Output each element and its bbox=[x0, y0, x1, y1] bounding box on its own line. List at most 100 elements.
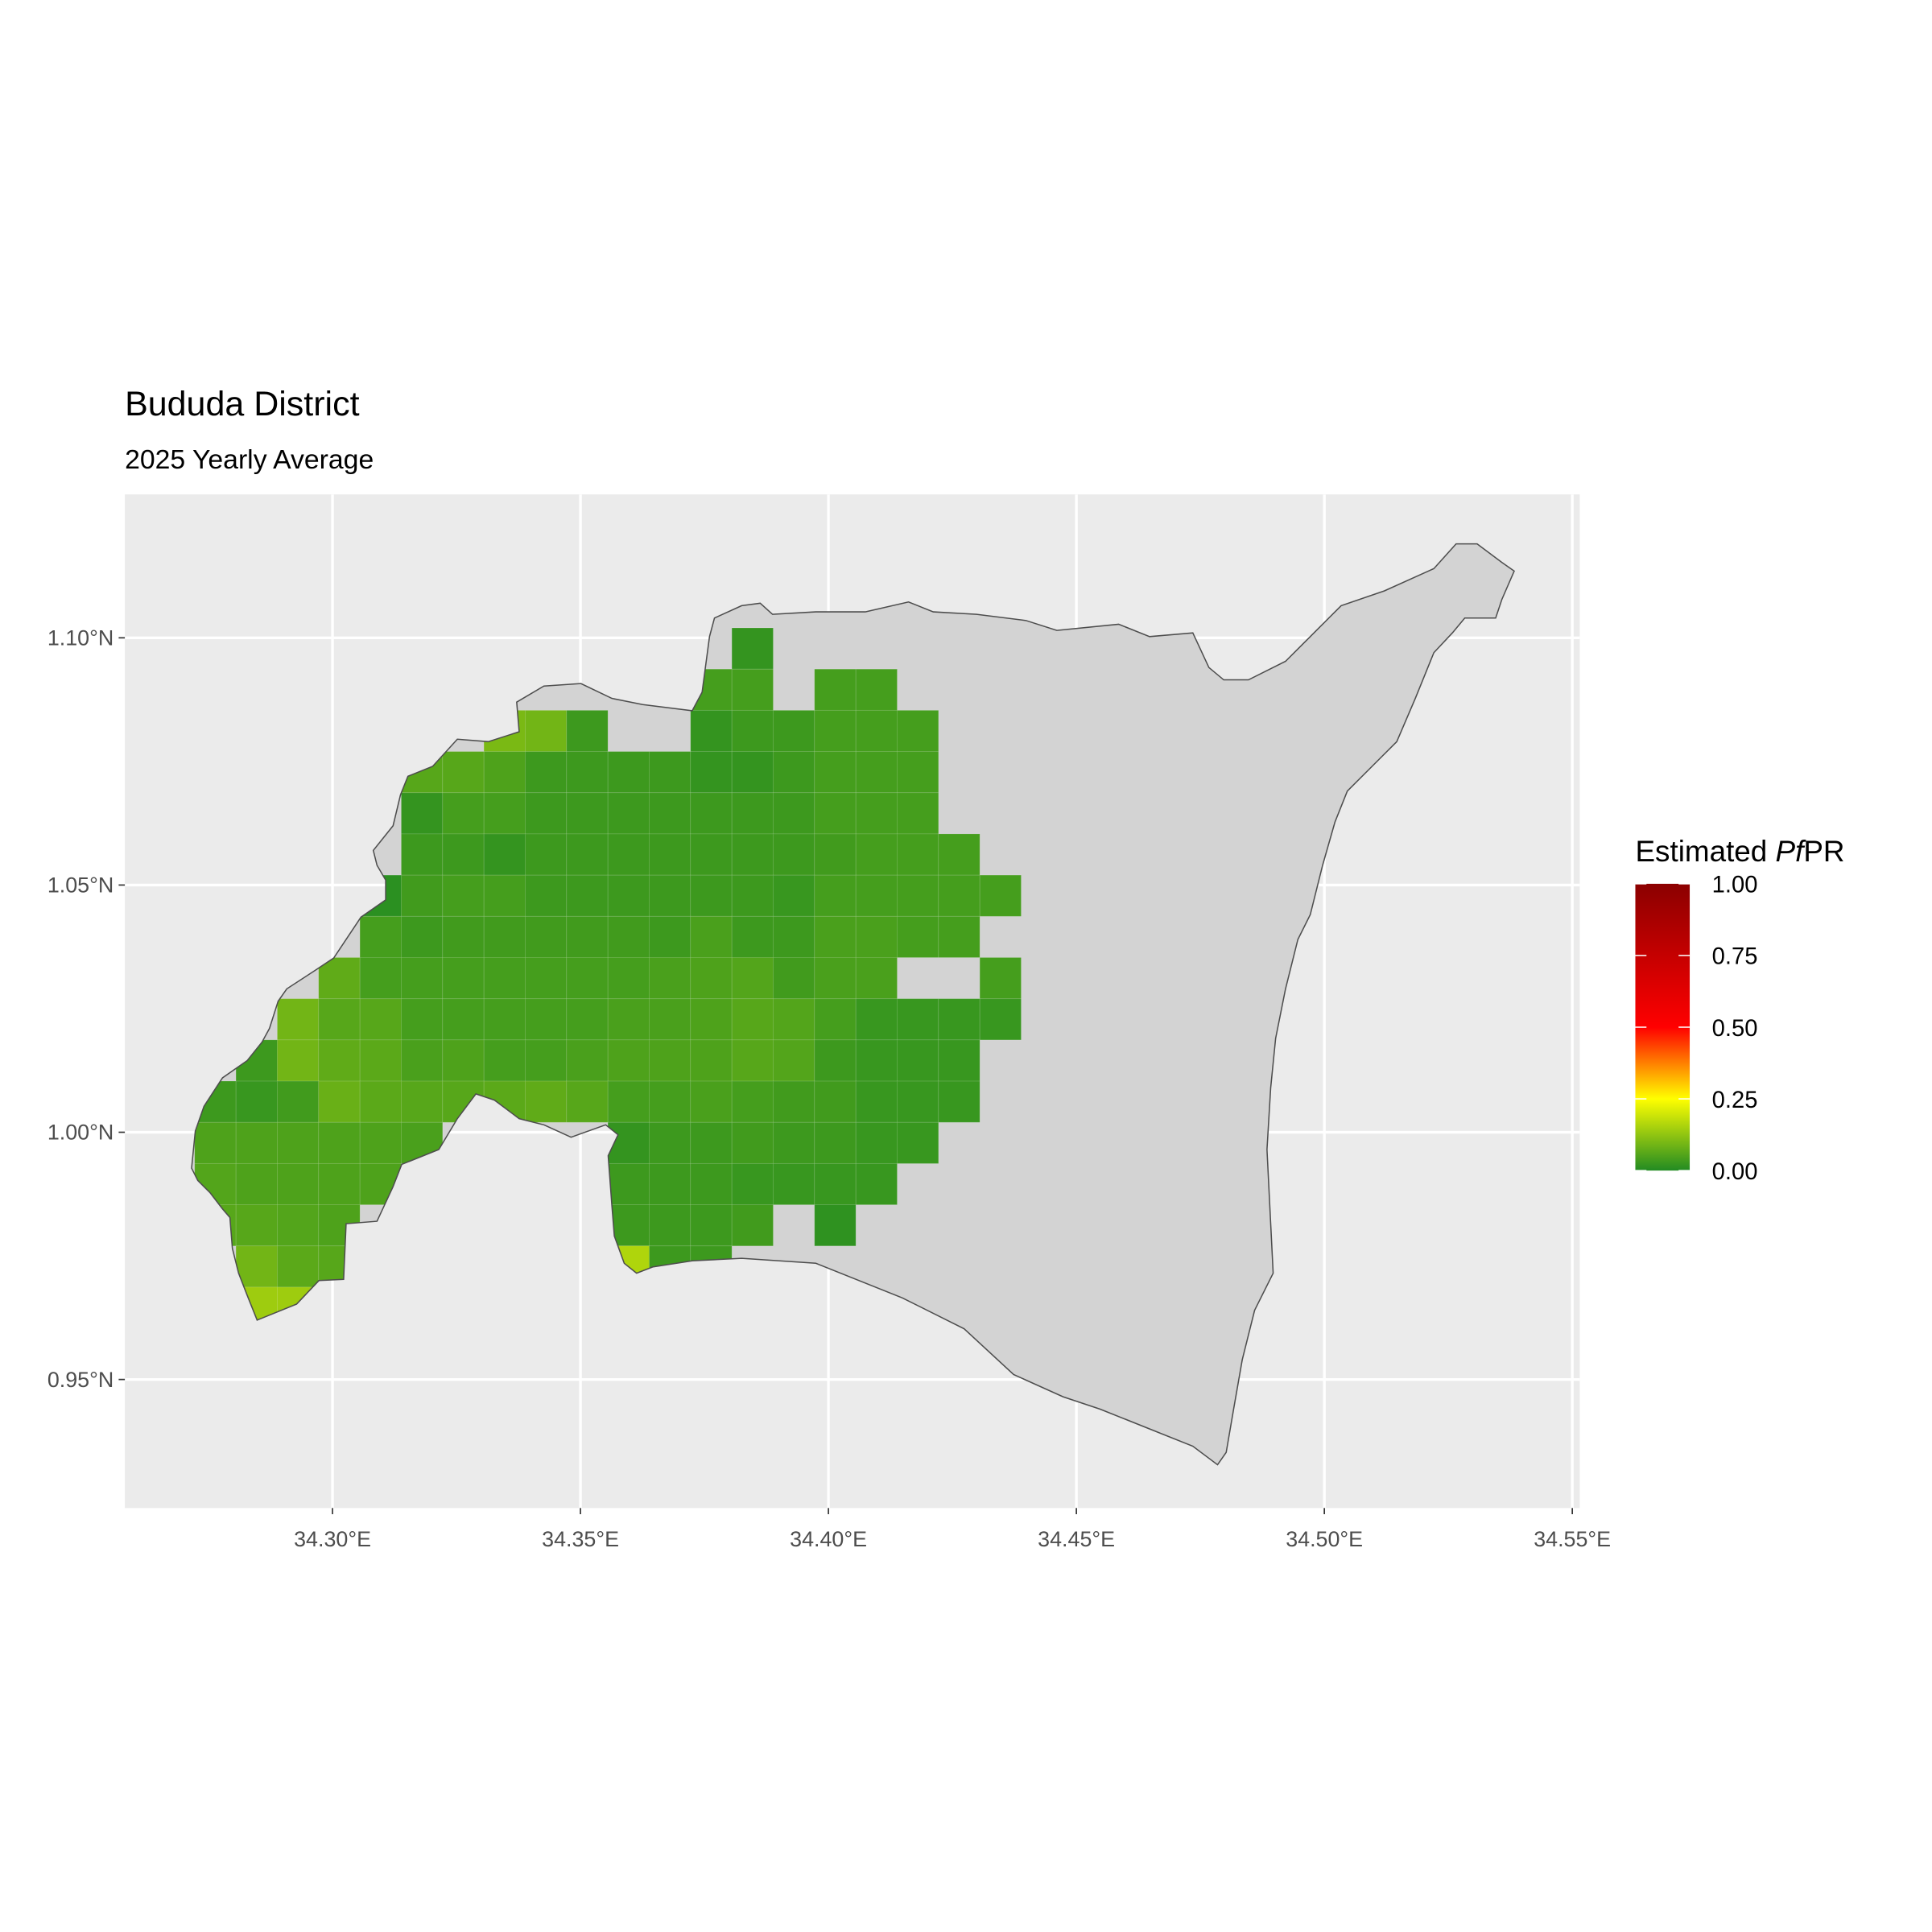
pfpr-cell bbox=[814, 915, 857, 958]
pfpr-cell bbox=[938, 1080, 980, 1123]
pfpr-cell bbox=[690, 1204, 733, 1247]
pfpr-cell bbox=[277, 1039, 320, 1082]
pfpr-cell bbox=[235, 1080, 278, 1123]
pfpr-cell bbox=[359, 915, 402, 958]
pfpr-cell bbox=[359, 957, 402, 1000]
pfpr-cell bbox=[897, 751, 939, 794]
pfpr-cell bbox=[277, 1121, 320, 1164]
pfpr-cell bbox=[731, 627, 774, 670]
legend-label: 0.75 bbox=[1712, 944, 1758, 970]
pfpr-grid-cells bbox=[194, 627, 1022, 1329]
pfpr-cell bbox=[731, 833, 774, 876]
pfpr-cell bbox=[731, 668, 774, 711]
pfpr-cell bbox=[607, 998, 650, 1041]
pfpr-cell bbox=[773, 792, 815, 835]
pfpr-cell bbox=[566, 833, 609, 876]
pfpr-cell bbox=[649, 1039, 691, 1082]
pfpr-cell bbox=[897, 1080, 939, 1123]
pfpr-cell bbox=[318, 998, 361, 1041]
pfpr-cell bbox=[483, 751, 526, 794]
pfpr-cell bbox=[649, 1121, 691, 1164]
x-tick-label: 34.50°E bbox=[1286, 1527, 1363, 1551]
pfpr-cell bbox=[607, 874, 650, 917]
pfpr-cell bbox=[318, 1039, 361, 1082]
pfpr-cell bbox=[814, 874, 857, 917]
pfpr-cell bbox=[938, 874, 980, 917]
pfpr-cell bbox=[814, 1039, 857, 1082]
pfpr-cell bbox=[566, 915, 609, 958]
pfpr-cell bbox=[401, 915, 444, 958]
pfpr-cell bbox=[649, 1080, 691, 1123]
pfpr-cell bbox=[566, 957, 609, 1000]
pfpr-cell bbox=[773, 998, 815, 1041]
pfpr-cell bbox=[318, 1162, 361, 1206]
y-tick-label: 0.95°N bbox=[47, 1368, 114, 1392]
pfpr-cell bbox=[235, 1121, 278, 1164]
pfpr-cell bbox=[318, 1121, 361, 1164]
pfpr-cell bbox=[979, 957, 1022, 1000]
pfpr-cell bbox=[731, 1204, 774, 1247]
pfpr-cell bbox=[483, 915, 526, 958]
y-tick-label: 1.05°N bbox=[47, 873, 114, 898]
pfpr-cell bbox=[525, 792, 568, 835]
pfpr-cell bbox=[442, 957, 485, 1000]
pfpr-cell bbox=[442, 833, 485, 876]
pfpr-cell bbox=[690, 874, 733, 917]
pfpr-cell bbox=[483, 1039, 526, 1082]
pfpr-cell bbox=[690, 1121, 733, 1164]
pfpr-cell bbox=[773, 833, 815, 876]
pfpr-cell bbox=[731, 874, 774, 917]
pfpr-cell bbox=[690, 751, 733, 794]
pfpr-cell bbox=[773, 915, 815, 958]
pfpr-cell bbox=[731, 792, 774, 835]
pfpr-cell bbox=[401, 792, 444, 835]
pfpr-cell bbox=[359, 1080, 402, 1123]
pfpr-cell bbox=[855, 957, 898, 1000]
pfpr-cell bbox=[649, 1162, 691, 1206]
legend-label: 1.00 bbox=[1712, 873, 1758, 898]
pfpr-cell bbox=[814, 833, 857, 876]
pfpr-cell bbox=[607, 1162, 650, 1206]
pfpr-cell bbox=[649, 998, 691, 1041]
pfpr-cell bbox=[979, 998, 1022, 1041]
pfpr-cell bbox=[731, 1121, 774, 1164]
pfpr-cell bbox=[855, 751, 898, 794]
y-axis: 0.95°N 1.00°N 1.05°N 1.10°N bbox=[47, 626, 126, 1392]
pfpr-cell bbox=[814, 668, 857, 711]
pfpr-cell bbox=[773, 709, 815, 753]
pfpr-cell bbox=[690, 792, 733, 835]
pfpr-cell bbox=[525, 998, 568, 1041]
pfpr-cell bbox=[525, 709, 568, 753]
pfpr-cell bbox=[525, 1039, 568, 1082]
pfpr-cell bbox=[359, 1121, 402, 1164]
pfpr-cell bbox=[607, 1080, 650, 1123]
pfpr-cell bbox=[566, 874, 609, 917]
pfpr-cell bbox=[773, 957, 815, 1000]
pfpr-cell bbox=[649, 833, 691, 876]
pfpr-cell bbox=[690, 1080, 733, 1123]
pfpr-cell bbox=[401, 1080, 444, 1123]
pfpr-cell bbox=[442, 792, 485, 835]
pfpr-cell bbox=[897, 998, 939, 1041]
legend-label: 0.00 bbox=[1712, 1159, 1758, 1185]
chart-title: Bududa District bbox=[125, 385, 360, 423]
pfpr-cell bbox=[277, 998, 320, 1041]
pfpr-cell bbox=[483, 874, 526, 917]
pfpr-cell bbox=[359, 998, 402, 1041]
pfpr-cell bbox=[525, 874, 568, 917]
pfpr-cell bbox=[483, 792, 526, 835]
pfpr-cell bbox=[979, 874, 1022, 917]
pfpr-cell bbox=[277, 1162, 320, 1206]
pfpr-cell bbox=[814, 1080, 857, 1123]
x-tick-label: 34.35°E bbox=[542, 1527, 619, 1551]
pfpr-cell bbox=[649, 792, 691, 835]
pfpr-cell bbox=[773, 1039, 815, 1082]
pfpr-cell bbox=[897, 915, 939, 958]
pfpr-cell bbox=[897, 1039, 939, 1082]
pfpr-cell bbox=[525, 1080, 568, 1123]
pfpr-cell bbox=[855, 833, 898, 876]
pfpr-cell bbox=[731, 1039, 774, 1082]
pfpr-cell bbox=[525, 833, 568, 876]
pfpr-cell bbox=[690, 915, 733, 958]
